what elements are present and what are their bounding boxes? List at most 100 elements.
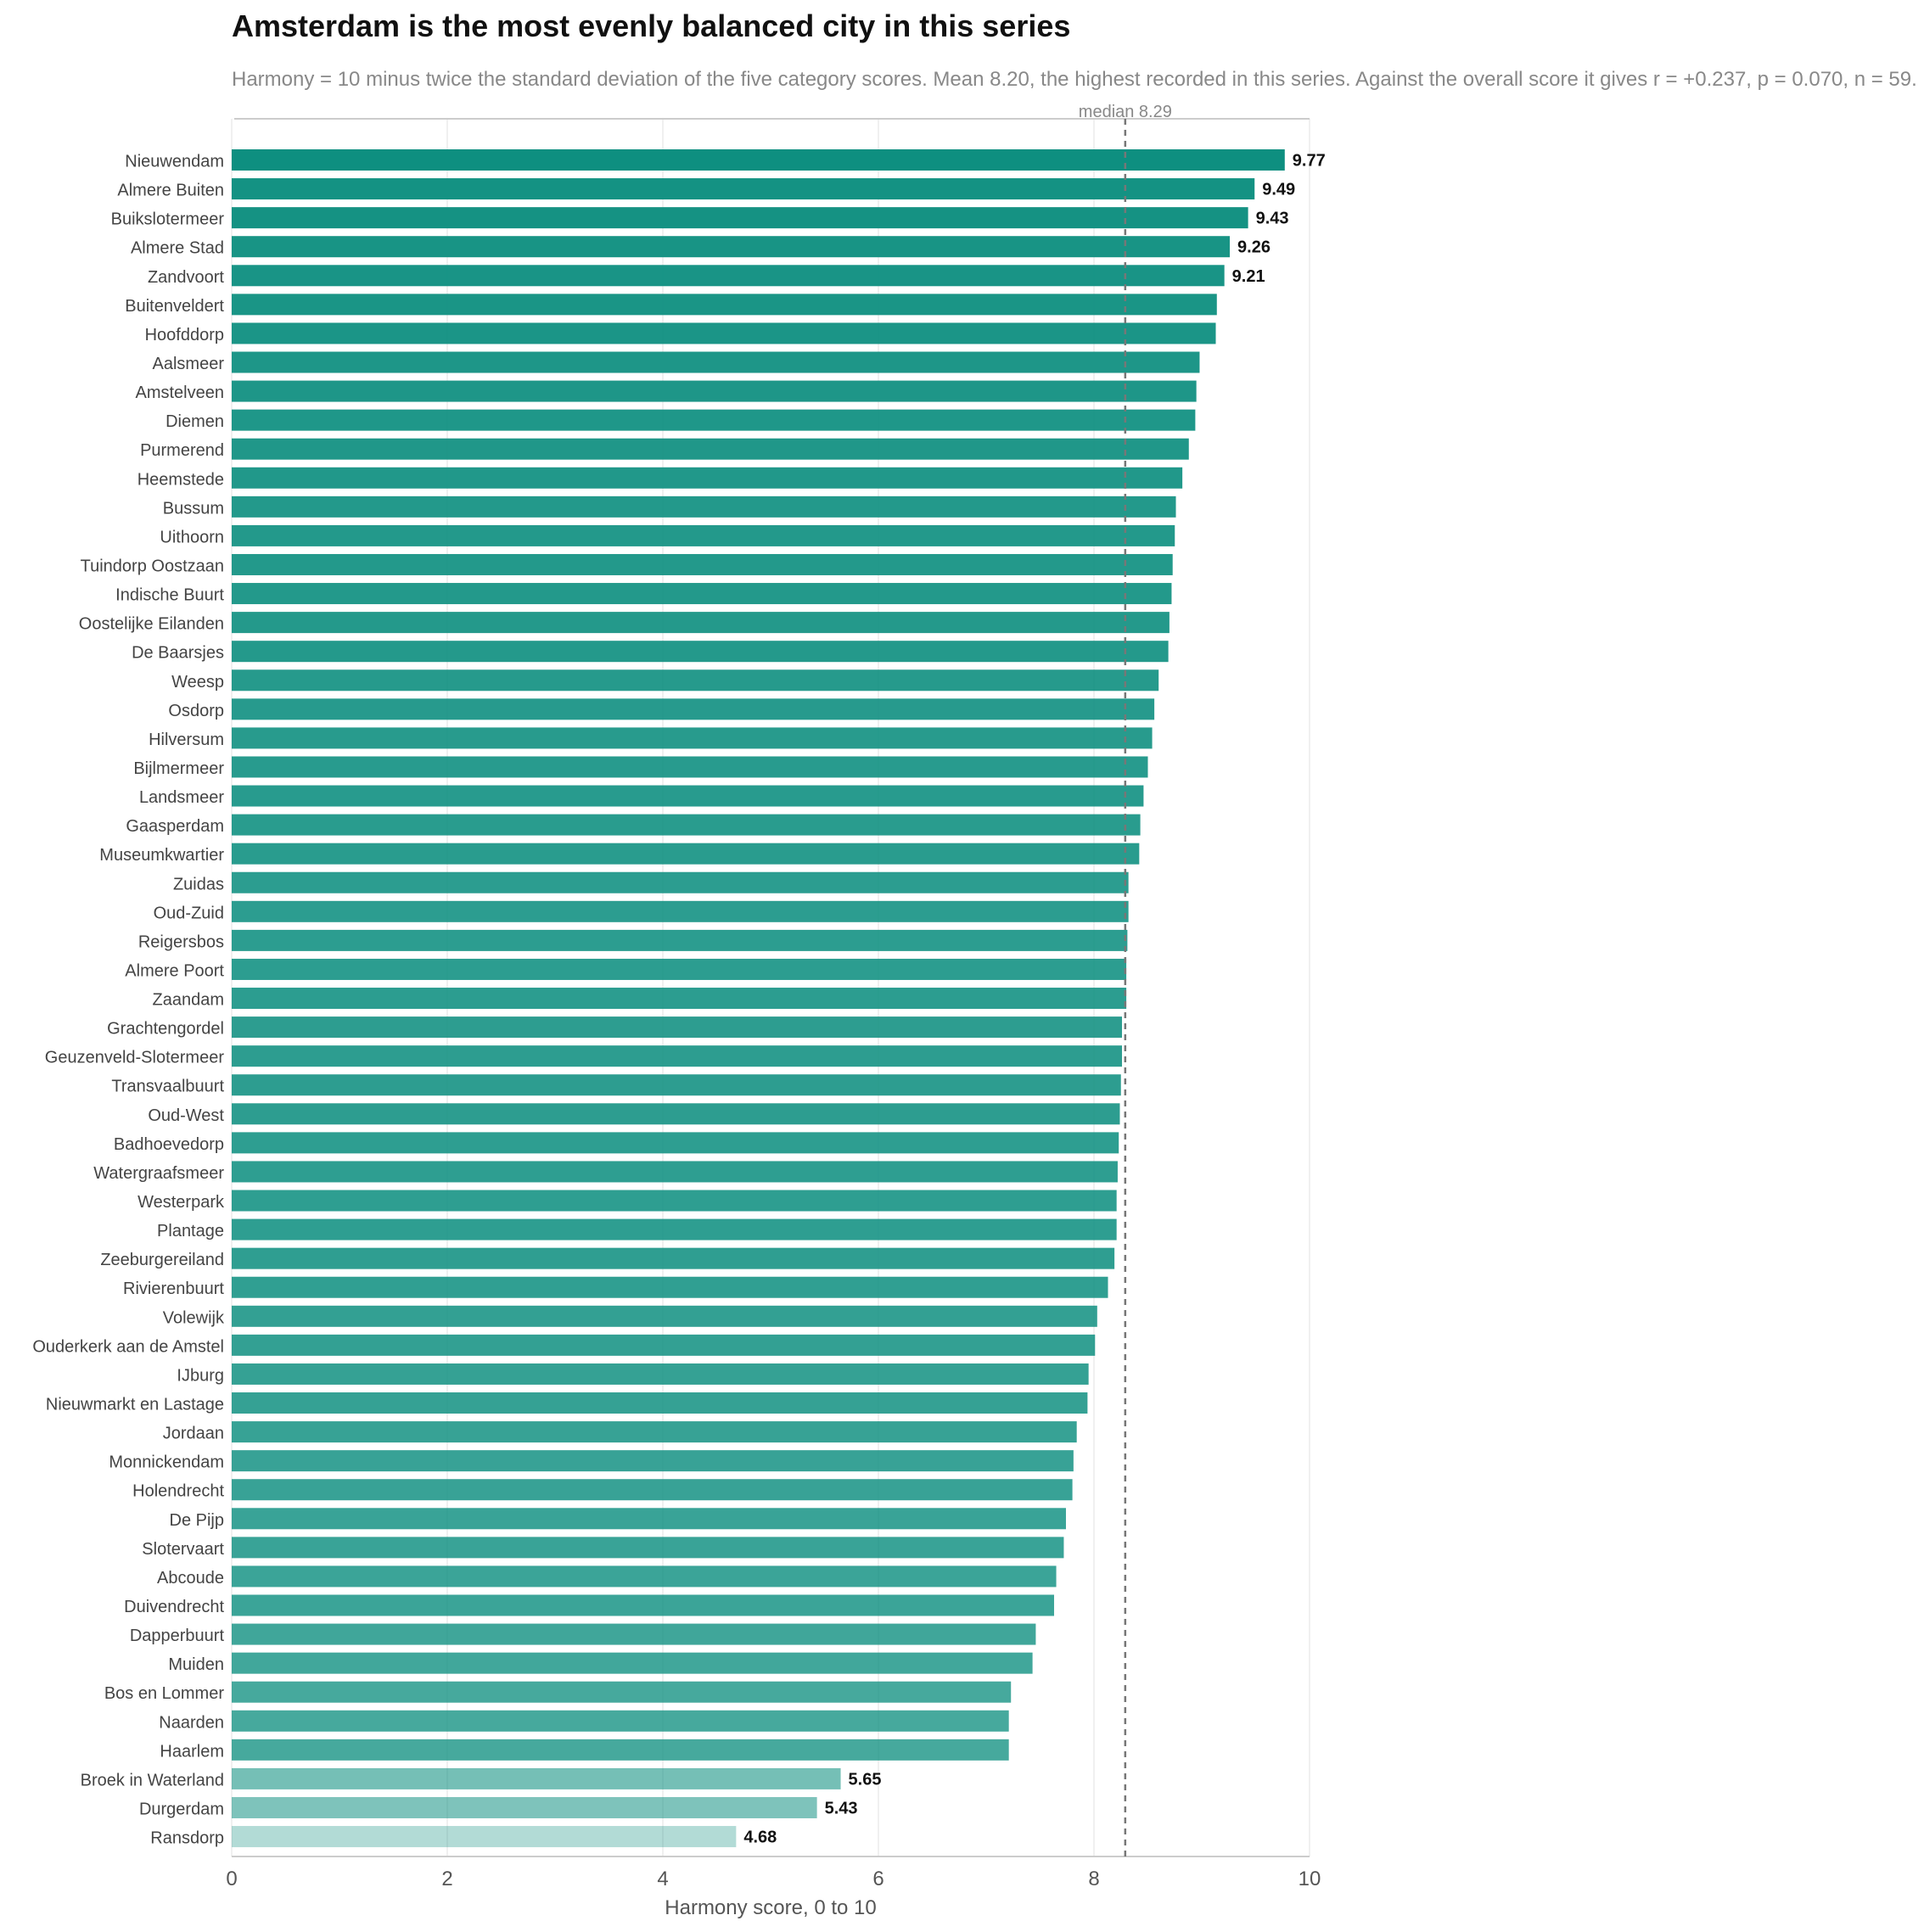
category-label: Almere Buiten: [117, 182, 224, 200]
bar: [232, 641, 1169, 663]
category-label: Durgerdam: [139, 1800, 224, 1818]
bar: [232, 294, 1217, 316]
bar: [232, 1045, 1123, 1067]
category-label: Reigersbos: [138, 932, 224, 951]
category-label: Abcoude: [157, 1569, 224, 1588]
value-label: 4.68: [743, 1828, 777, 1847]
bar: [232, 1363, 1089, 1385]
category-label: Hilversum: [149, 731, 224, 749]
x-tick-label: 2: [441, 1868, 452, 1890]
category-label: Buitenveldert: [125, 297, 224, 316]
bar: [232, 1190, 1117, 1212]
bar: [232, 583, 1172, 605]
bar: [232, 1826, 737, 1848]
bar: [232, 1565, 1057, 1588]
category-label: Bos en Lommer: [104, 1684, 225, 1703]
category-label: Zaandam: [153, 991, 225, 1010]
bar: [232, 265, 1225, 287]
bar: [232, 553, 1173, 575]
bar: [232, 524, 1175, 546]
bar: [232, 1796, 817, 1818]
category-label: Uithoorn: [160, 528, 224, 546]
bar: [232, 1710, 1009, 1732]
category-label: Holendrecht: [132, 1482, 224, 1501]
category-label: Indische Buurt: [115, 586, 224, 605]
bar: [232, 1594, 1055, 1616]
category-label: Oostelijke Eilanden: [79, 615, 224, 634]
category-label: Watergraafsmeer: [93, 1164, 224, 1183]
category-label: Heemstede: [137, 470, 224, 489]
bar: [232, 1161, 1118, 1183]
category-label: Almere Poort: [125, 961, 224, 980]
value-label: 9.26: [1237, 238, 1271, 257]
bar: [232, 322, 1216, 344]
category-label: Landsmeer: [139, 788, 224, 807]
bar: [232, 1305, 1097, 1327]
category-label: Westerpark: [137, 1193, 225, 1212]
x-axis: 0 2 4 6 8 10: [226, 118, 1321, 1890]
category-label: De Baarsjes: [132, 644, 224, 663]
category-label: Broek in Waterland: [81, 1771, 224, 1789]
category-label: Diemen: [165, 412, 224, 431]
bar: [232, 1334, 1096, 1356]
category-label: Gaasperdam: [126, 817, 224, 836]
bar: [232, 1016, 1123, 1039]
bar: [232, 1479, 1073, 1501]
x-tick-label: 10: [1299, 1868, 1321, 1890]
category-label: Oud-Zuid: [154, 904, 224, 922]
x-tick-label: 4: [657, 1868, 668, 1890]
bar: [232, 149, 1285, 171]
bar: [232, 178, 1255, 200]
chart-subtitle: Harmony = 10 minus twice the standard de…: [232, 68, 1917, 91]
category-label: Slotervaart: [142, 1540, 224, 1559]
bar: [232, 612, 1170, 634]
value-label: 9.43: [1256, 210, 1289, 228]
category-label: Muiden: [168, 1655, 224, 1674]
chart-title: Amsterdam is the most evenly balanced ci…: [232, 8, 1071, 43]
category-label: Ouderkerk aan de Amstel: [32, 1337, 224, 1356]
x-tick-label: 6: [872, 1868, 883, 1890]
category-label: Osdorp: [168, 702, 224, 720]
category-label: Bijlmermeer: [133, 759, 224, 778]
value-label: 9.49: [1262, 181, 1295, 199]
category-label: Jordaan: [163, 1425, 224, 1443]
bar: [232, 467, 1183, 489]
bar: [232, 988, 1127, 1010]
bar: [232, 871, 1129, 893]
bar: [232, 1450, 1074, 1472]
bar: [232, 929, 1128, 951]
bar: [232, 1247, 1115, 1269]
value-labels: 9.77 9.49 9.43 9.26 9.21 5.65 5.43 4.68: [743, 152, 1325, 1847]
category-label: Duivendrecht: [124, 1598, 224, 1616]
category-label: Nieuwmarkt en Lastage: [46, 1396, 224, 1414]
category-label: Transvaalbuurt: [111, 1078, 224, 1096]
bars: [232, 149, 1285, 1848]
category-label: Nieuwendam: [125, 153, 224, 171]
category-label: Tuindorp Oostzaan: [81, 557, 224, 575]
bar: [232, 438, 1189, 460]
category-label: Zeeburgereiland: [100, 1251, 224, 1269]
bar: [232, 409, 1196, 431]
category-label: Purmerend: [140, 441, 224, 460]
bar: [232, 814, 1141, 836]
category-label: Buikslotermeer: [111, 210, 225, 229]
bar: [232, 1421, 1077, 1443]
category-label: Volewijk: [163, 1308, 225, 1327]
category-label: Grachtengordel: [107, 1020, 224, 1039]
category-label: Geuzenveld-Slotermeer: [45, 1049, 225, 1067]
bar: [232, 843, 1140, 865]
category-label: Rivierenbuurt: [123, 1280, 224, 1298]
bar: [232, 1652, 1033, 1674]
bar: [232, 756, 1148, 778]
bar: [232, 698, 1155, 720]
bar: [232, 727, 1153, 749]
bar: [232, 1276, 1108, 1298]
bar: [232, 236, 1231, 258]
bar: [232, 1132, 1119, 1154]
bar: [232, 351, 1200, 373]
x-tick-label: 8: [1088, 1868, 1099, 1890]
bar: [232, 1767, 841, 1789]
bar: [232, 958, 1127, 980]
median-label: median 8.29: [1079, 103, 1172, 121]
value-label: 9.21: [1232, 267, 1265, 286]
